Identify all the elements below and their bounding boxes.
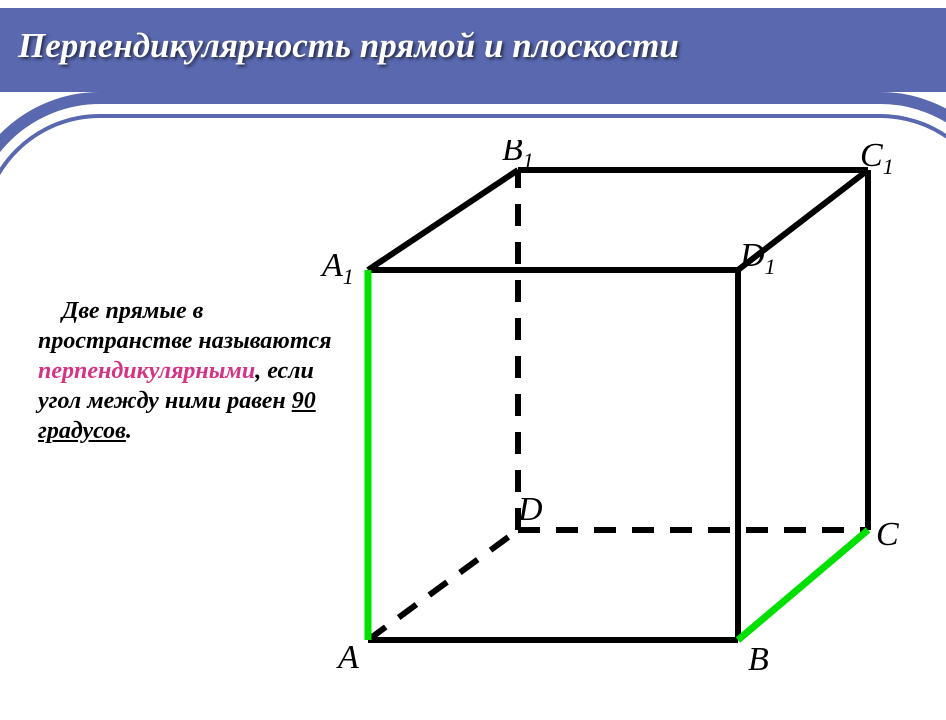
vertex-label-B1: B1 [502, 140, 534, 173]
header-banner: Перпендикулярность прямой и плоскости [0, 8, 946, 92]
definition-text: Две прямые в пространстве называются пер… [38, 296, 338, 446]
vertex-label-A: A [336, 639, 359, 676]
slide-title: Перпендикулярность прямой и плоскости [18, 26, 679, 66]
cube-svg: ABCDA1B1C1D1 [308, 140, 928, 700]
slide: Перпендикулярность прямой и плоскости Дв… [0, 0, 946, 720]
cube-diagram: ABCDA1B1C1D1 [308, 140, 928, 705]
vertex-label-A1: A1 [320, 247, 354, 289]
text-part-3: . [126, 418, 132, 444]
vertex-label-C: C [876, 516, 899, 553]
text-highlight: перпендикулярными [38, 358, 255, 384]
text-part-1: Две прямые в пространстве называются [38, 298, 332, 354]
vertex-label-B: B [748, 641, 769, 678]
vertex-label-D: D [517, 491, 543, 528]
vertex-label-C1: C1 [860, 140, 894, 179]
